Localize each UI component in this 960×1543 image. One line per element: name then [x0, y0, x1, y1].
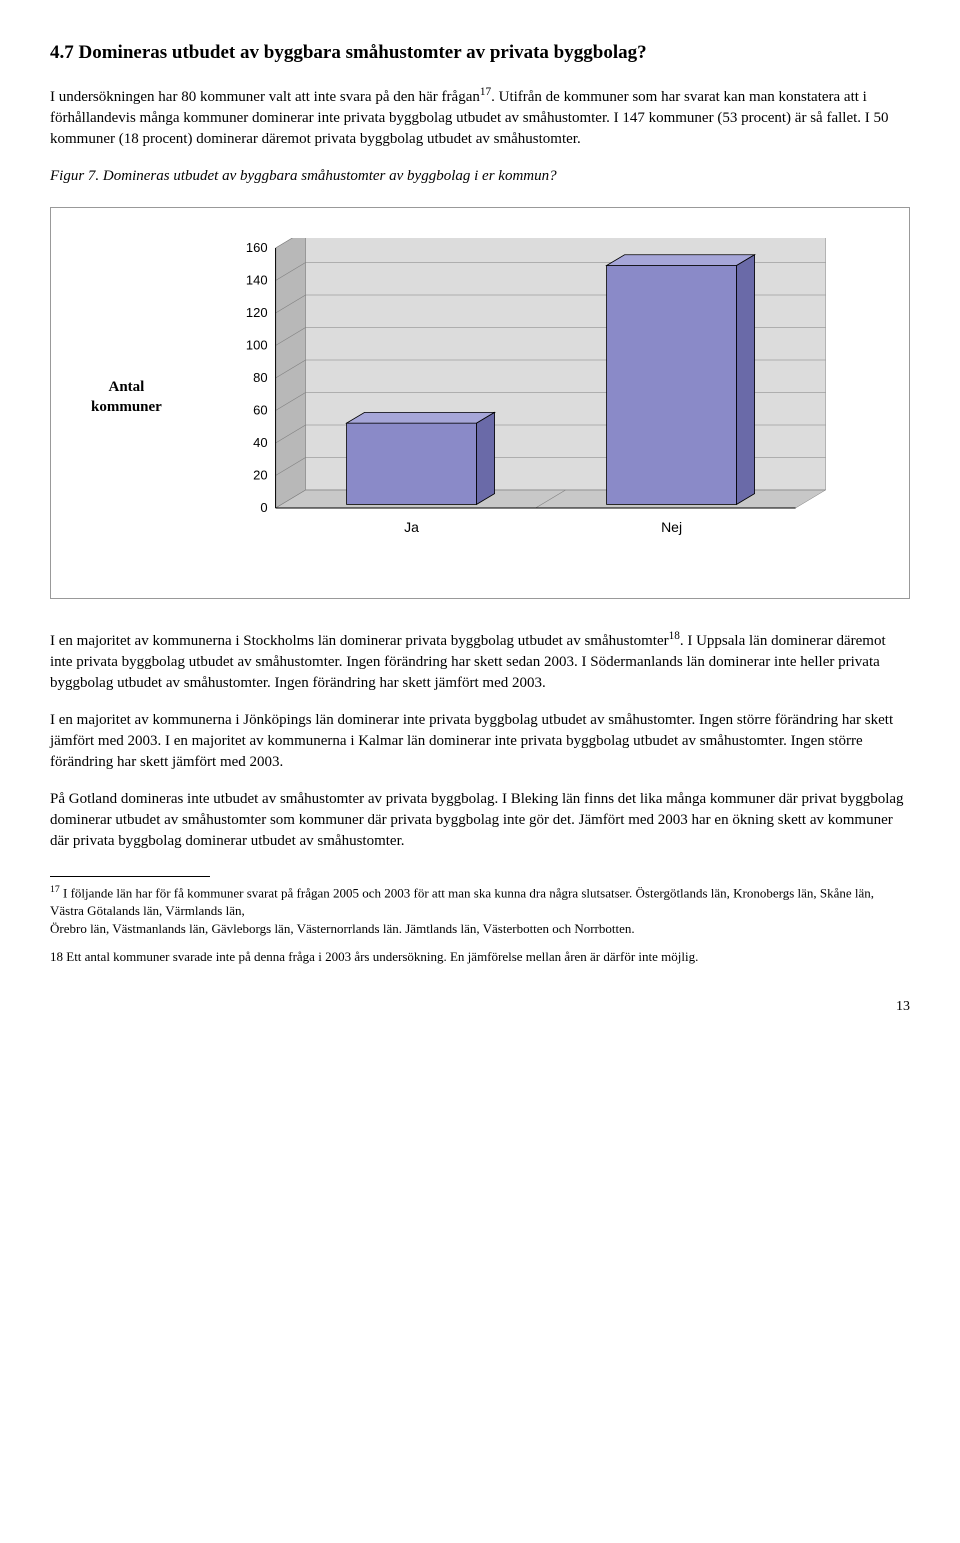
- svg-text:Ja: Ja: [404, 519, 419, 535]
- paragraph-1: I undersökningen har 80 kommuner valt at…: [50, 85, 910, 150]
- fn17-marker: 17: [50, 884, 60, 895]
- fn17-text-b: Örebro län, Västmanlands län, Gävleborgs…: [50, 921, 635, 936]
- svg-text:100: 100: [246, 337, 268, 352]
- svg-text:80: 80: [253, 370, 267, 385]
- paragraph-4: På Gotland domineras inte utbudet av små…: [50, 789, 910, 852]
- chart-ylabel: Antal kommuner: [91, 378, 162, 417]
- para2-footnote-ref: 18: [669, 630, 680, 642]
- bar-chart: 0 20 40 60 80 100 120 140 160 Ja Nej: [182, 238, 869, 558]
- footnote-rule: [50, 876, 210, 877]
- figure-caption: Figur 7. Domineras utbudet av byggbara s…: [50, 166, 910, 187]
- svg-text:60: 60: [253, 402, 267, 417]
- svg-text:Nej: Nej: [661, 519, 682, 535]
- ylabel-line2: kommuner: [91, 399, 162, 415]
- footnote-18: 18 Ett antal kommuner svarade inte på de…: [50, 948, 910, 966]
- para2-text-a: I en majoritet av kommunerna i Stockholm…: [50, 633, 669, 649]
- svg-text:0: 0: [260, 500, 267, 515]
- ylabel-line1: Antal: [109, 379, 145, 395]
- section-heading: 4.7 Domineras utbudet av byggbara småhus…: [50, 40, 910, 67]
- svg-text:160: 160: [246, 240, 268, 255]
- svg-text:140: 140: [246, 272, 268, 287]
- para1-footnote-ref: 17: [480, 86, 491, 98]
- page-number: 13: [50, 997, 910, 1017]
- svg-text:40: 40: [253, 435, 267, 450]
- fn17-text-a: I följande län har för få kommuner svara…: [50, 885, 874, 918]
- chart-container: Antal kommuner 0 20 40 60 80 100 120 140 160 Ja Ne…: [50, 207, 910, 599]
- paragraph-2: I en majoritet av kommunerna i Stockholm…: [50, 629, 910, 694]
- footnotes: 17 I följande län har för få kommuner sv…: [50, 876, 910, 967]
- chart-inner: Antal kommuner 0 20 40 60 80 100 120 140 160 Ja Ne…: [91, 238, 869, 558]
- paragraph-3: I en majoritet av kommunerna i Jönköping…: [50, 710, 910, 773]
- para1-text-a: I undersökningen har 80 kommuner valt at…: [50, 89, 480, 105]
- svg-text:120: 120: [246, 305, 268, 320]
- svg-text:20: 20: [253, 467, 267, 482]
- footnote-17: 17 I följande län har för få kommuner sv…: [50, 883, 910, 939]
